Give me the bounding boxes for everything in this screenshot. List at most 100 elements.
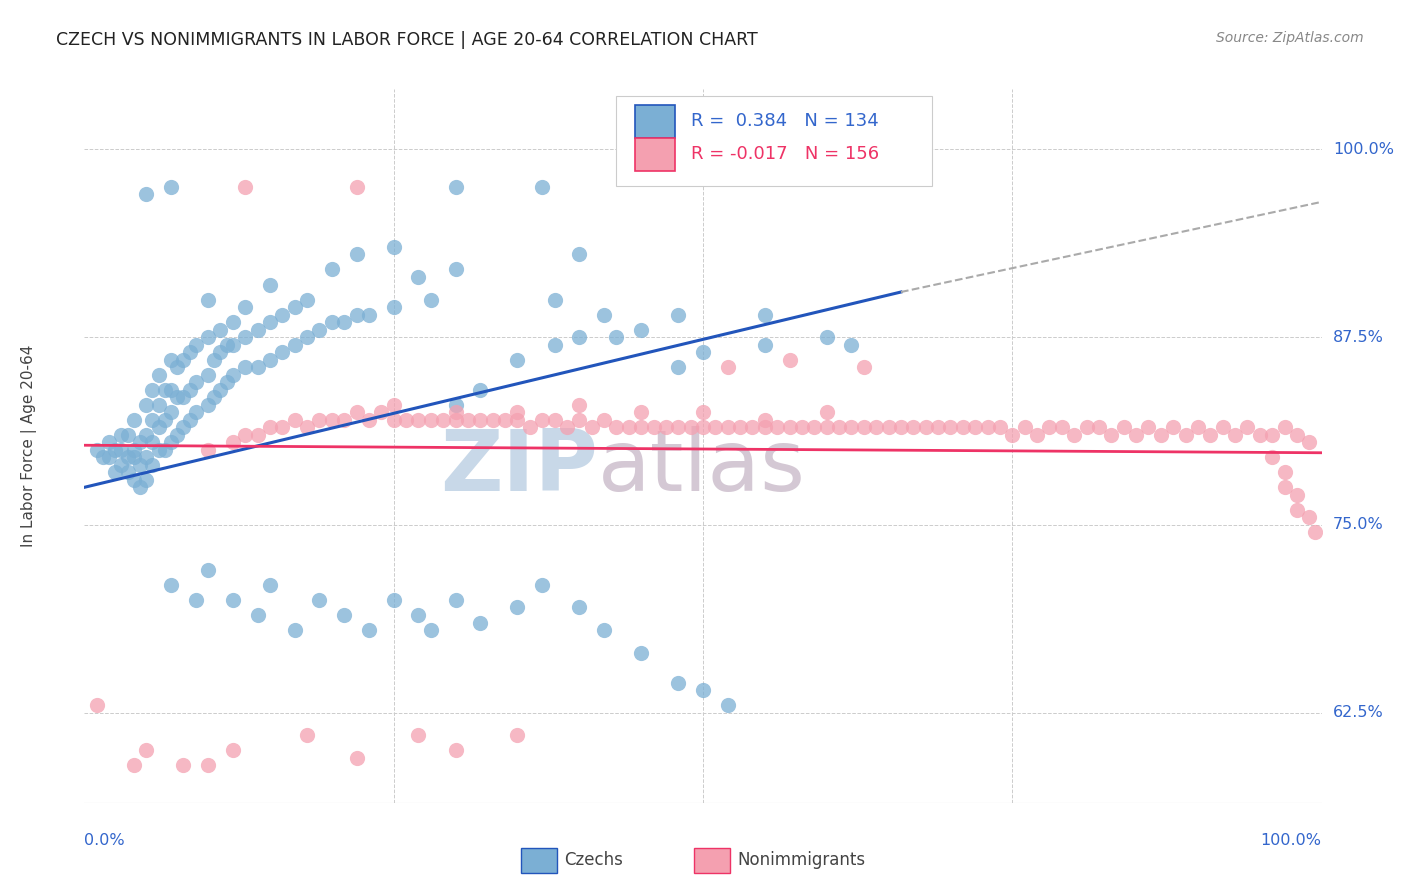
Point	[1150, 427, 1173, 442]
Point	[1298, 435, 1320, 450]
Point	[692, 405, 714, 419]
Text: atlas: atlas	[598, 425, 806, 509]
Point	[754, 413, 776, 427]
Point	[382, 398, 405, 412]
Point	[179, 413, 201, 427]
Point	[470, 383, 492, 397]
Point	[246, 607, 269, 622]
Point	[357, 308, 380, 322]
Point	[666, 675, 689, 690]
Point	[284, 337, 307, 351]
Point	[1014, 420, 1036, 434]
Point	[271, 345, 294, 359]
Point	[506, 600, 529, 615]
Point	[630, 646, 652, 660]
Point	[197, 758, 219, 772]
Point	[197, 563, 219, 577]
Point	[160, 352, 183, 367]
Point	[1285, 488, 1308, 502]
Point	[209, 345, 232, 359]
Point	[408, 413, 430, 427]
Point	[346, 750, 368, 764]
Point	[1063, 427, 1085, 442]
Point	[153, 383, 176, 397]
Point	[110, 458, 132, 472]
Point	[877, 420, 900, 434]
Point	[1161, 420, 1184, 434]
Point	[259, 315, 281, 329]
Point	[184, 405, 207, 419]
Point	[630, 420, 652, 434]
Point	[419, 623, 441, 637]
Point	[815, 405, 838, 419]
Point	[222, 337, 245, 351]
Point	[104, 465, 127, 479]
Point	[408, 270, 430, 285]
Point	[346, 179, 368, 194]
Point	[246, 322, 269, 336]
Point	[779, 420, 801, 434]
Text: CZECH VS NONIMMIGRANTS IN LABOR FORCE | AGE 20-64 CORRELATION CHART: CZECH VS NONIMMIGRANTS IN LABOR FORCE | …	[56, 31, 758, 49]
Point	[382, 240, 405, 254]
Point	[581, 420, 603, 434]
Point	[679, 420, 702, 434]
Point	[209, 383, 232, 397]
Point	[295, 420, 318, 434]
Point	[184, 375, 207, 389]
FancyBboxPatch shape	[636, 137, 675, 170]
Point	[717, 698, 740, 713]
Point	[444, 593, 467, 607]
FancyBboxPatch shape	[616, 96, 932, 186]
Point	[271, 420, 294, 434]
Point	[321, 315, 343, 329]
Point	[766, 420, 789, 434]
Point	[1298, 510, 1320, 524]
Point	[284, 623, 307, 637]
Point	[1212, 420, 1234, 434]
Point	[1174, 427, 1197, 442]
Point	[1236, 420, 1258, 434]
Point	[506, 413, 529, 427]
Point	[605, 330, 627, 344]
Point	[666, 308, 689, 322]
Point	[803, 420, 825, 434]
Point	[141, 383, 163, 397]
Point	[444, 413, 467, 427]
Point	[172, 352, 194, 367]
Point	[215, 337, 238, 351]
Point	[432, 413, 454, 427]
Point	[1285, 503, 1308, 517]
Point	[209, 322, 232, 336]
Point	[153, 442, 176, 457]
Point	[419, 293, 441, 307]
Point	[259, 277, 281, 292]
Point	[233, 427, 256, 442]
Point	[605, 420, 627, 434]
Point	[506, 728, 529, 742]
Point	[160, 179, 183, 194]
Point	[197, 368, 219, 382]
Point	[346, 247, 368, 261]
Point	[233, 330, 256, 344]
Point	[988, 420, 1011, 434]
Point	[815, 330, 838, 344]
Point	[308, 322, 330, 336]
Point	[160, 578, 183, 592]
Point	[444, 743, 467, 757]
Point	[110, 442, 132, 457]
Point	[233, 360, 256, 375]
Point	[952, 420, 974, 434]
Text: 100.0%: 100.0%	[1333, 142, 1393, 157]
Point	[741, 420, 763, 434]
Point	[543, 337, 565, 351]
Point	[481, 413, 503, 427]
Point	[1261, 450, 1284, 465]
Point	[1088, 420, 1111, 434]
Point	[346, 405, 368, 419]
Point	[86, 698, 108, 713]
Point	[117, 465, 139, 479]
Point	[470, 413, 492, 427]
Point	[321, 413, 343, 427]
Point	[457, 413, 479, 427]
Point	[692, 345, 714, 359]
